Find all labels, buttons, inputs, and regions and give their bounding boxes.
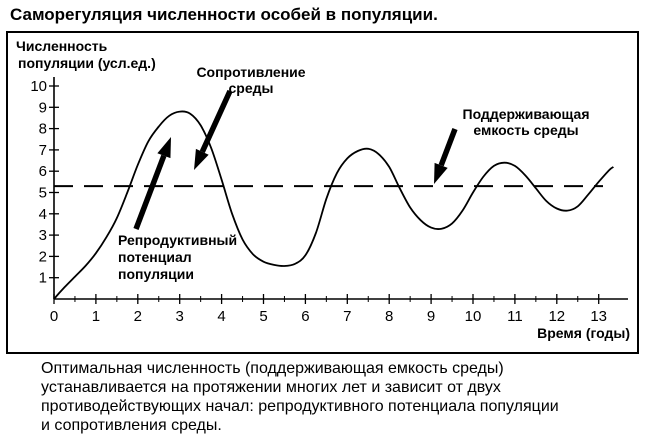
reproductive-potential-label-line-2: потенциал bbox=[118, 249, 192, 265]
y-tick-label-4: 4 bbox=[39, 206, 47, 223]
x-tick-label-3: 3 bbox=[176, 308, 184, 325]
caption: Оптимальная численность (поддерживающая … bbox=[41, 359, 646, 435]
x-tick-label-5: 5 bbox=[259, 308, 267, 325]
x-tick-label-0: 0 bbox=[50, 308, 58, 325]
y-tick-label-9: 9 bbox=[39, 99, 47, 116]
carrying-capacity-label-line-2: емкость среды bbox=[473, 122, 578, 138]
page-title: Саморегуляция численности особей в попул… bbox=[10, 5, 438, 24]
x-tick-label-2: 2 bbox=[134, 308, 142, 325]
x-tick-label-12: 12 bbox=[548, 308, 565, 325]
carrying-capacity-arrow-icon-shaft bbox=[438, 128, 458, 167]
arrows bbox=[133, 89, 458, 230]
environmental-resistance-label-line-1: Сопротивление bbox=[196, 64, 305, 80]
caption-line-4: и сопротивления среды. bbox=[41, 417, 222, 434]
resistance-arrow-icon-shaft bbox=[199, 89, 233, 153]
x-tick-label-1: 1 bbox=[92, 308, 100, 325]
x-tick-label-4: 4 bbox=[217, 308, 225, 325]
x-tick-label-9: 9 bbox=[427, 308, 435, 325]
caption-line-1: Оптимальная численность (поддерживающая … bbox=[41, 360, 504, 377]
chart-frame: 0 1 2 3 4 5 6 7 8 9 10 11 12 13 1 2 3 4 5 6 7 8 9 10 Численност… bbox=[6, 31, 639, 354]
reproductive-potential-label-line-1: Репродуктивный bbox=[118, 232, 237, 248]
y-tick-label-5: 5 bbox=[39, 185, 47, 202]
reproductive-arrow-icon-shaft bbox=[133, 154, 167, 230]
caption-line-2: устанавливается на протяжении многих лет… bbox=[41, 379, 501, 396]
y-tick-label-3: 3 bbox=[39, 227, 47, 244]
carrying-capacity-arrow-icon-head bbox=[434, 162, 448, 184]
y-tick-label-6: 6 bbox=[39, 163, 47, 180]
x-tick-label-6: 6 bbox=[301, 308, 309, 325]
x-tick-label-13: 13 bbox=[590, 308, 607, 325]
y-tick-label-8: 8 bbox=[39, 121, 47, 138]
x-tick-label-8: 8 bbox=[385, 308, 393, 325]
y-tick-label-7: 7 bbox=[39, 142, 47, 159]
y-tick-label-10: 10 bbox=[30, 78, 47, 95]
axes bbox=[53, 77, 628, 300]
y-axis-label-line-1: Численность bbox=[16, 38, 108, 54]
curve-layer bbox=[53, 110, 614, 300]
resistance-arrow-icon-head bbox=[194, 148, 209, 170]
resistance-arrow-icon bbox=[194, 89, 233, 170]
y-tick-label-2: 2 bbox=[39, 248, 47, 265]
population-curve bbox=[53, 110, 614, 300]
reproductive-arrow-icon-head bbox=[157, 137, 171, 159]
x-tick-label-10: 10 bbox=[465, 308, 482, 325]
x-axis-label: Время (годы) bbox=[537, 325, 630, 341]
environmental-resistance-label-line-2: среды bbox=[229, 80, 274, 96]
caption-line-3: противодействующих начал: репродуктивног… bbox=[41, 398, 559, 415]
y-axis-label-line-2: популяции (усл.ед.) bbox=[18, 55, 156, 71]
y-tick-label-1: 1 bbox=[39, 270, 47, 287]
carrying-capacity-arrow-icon bbox=[434, 128, 458, 184]
carrying-capacity-label-line-1: Поддерживающая bbox=[463, 106, 590, 122]
x-tick-label-7: 7 bbox=[343, 308, 351, 325]
reproductive-arrow-icon bbox=[133, 137, 171, 230]
reproductive-potential-label-line-3: популяции bbox=[118, 266, 194, 282]
x-tick-label-11: 11 bbox=[507, 308, 523, 325]
